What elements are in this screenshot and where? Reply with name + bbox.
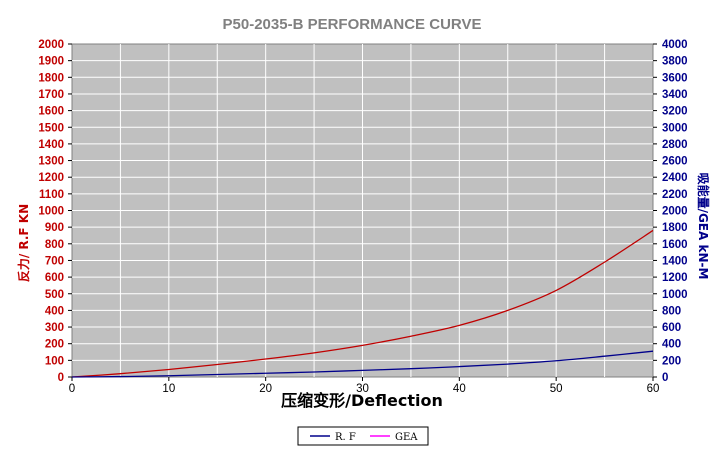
left-tick-label: 2000 xyxy=(38,39,64,51)
right-axis-label: 吸能量/GEA kN-M xyxy=(696,173,711,280)
left-tick-label: 1700 xyxy=(38,89,64,101)
left-tick-label: 700 xyxy=(45,255,64,267)
x-tick-label: 30 xyxy=(356,383,369,395)
legend-box xyxy=(297,426,429,446)
right-axis-ticks: 0 200 400 600 800 1000 1200 1400 1600 1800 2000 220… xyxy=(653,39,688,384)
left-tick-label: 1200 xyxy=(38,172,64,184)
right-tick-label: 400 xyxy=(662,339,681,351)
series-line-rf xyxy=(71,229,654,378)
right-tick-label: 800 xyxy=(662,305,681,317)
right-tick-label: 1800 xyxy=(662,222,688,234)
left-tick-label: 900 xyxy=(45,222,64,234)
left-tick-label: 500 xyxy=(45,289,64,301)
right-tick-label: 3400 xyxy=(662,89,688,101)
left-tick-label: 800 xyxy=(45,239,64,251)
x-tick-label: 0 xyxy=(69,383,75,395)
right-tick-label: 2800 xyxy=(662,139,688,151)
left-tick-label: 1500 xyxy=(38,122,64,134)
left-tick-label: 0 xyxy=(58,372,64,384)
left-tick-label: 100 xyxy=(45,355,64,367)
left-tick-label: 1000 xyxy=(38,206,64,218)
left-axis-ticks: 0 100 200 300 400 500 600 700 800 900 1000 1100 1200… xyxy=(38,39,72,384)
left-tick-label: 1100 xyxy=(39,189,64,201)
right-tick-label: 1600 xyxy=(662,239,688,251)
right-tick-label: 600 xyxy=(662,322,681,334)
x-axis-ticks: 0 10 20 30 40 50 60 xyxy=(69,377,660,395)
x-axis-label: 压缩变形/Deflection xyxy=(281,391,443,410)
right-tick-label: 3600 xyxy=(662,72,688,84)
right-tick-label: 3200 xyxy=(662,106,688,118)
gridlines xyxy=(72,44,653,377)
left-tick-label: 1800 xyxy=(38,72,64,84)
left-tick-label: 1400 xyxy=(38,139,64,151)
right-tick-label: 1400 xyxy=(662,255,688,267)
legend-label-gea: GEA xyxy=(395,432,418,443)
right-tick-label: 3800 xyxy=(662,56,688,68)
right-tick-label: 1000 xyxy=(662,289,688,301)
series-line-gea xyxy=(71,350,654,378)
x-tick-label: 50 xyxy=(550,383,563,395)
right-tick-label: 1200 xyxy=(662,272,688,284)
series-lines xyxy=(71,229,654,378)
left-tick-label: 1300 xyxy=(38,156,64,168)
left-tick-label: 400 xyxy=(45,305,64,317)
left-axis-label: 反力/ R.F KN xyxy=(16,204,31,282)
x-tick-label: 10 xyxy=(162,383,175,395)
x-tick-label: 20 xyxy=(259,383,272,395)
right-tick-label: 0 xyxy=(662,372,668,384)
x-tick-label: 60 xyxy=(647,383,660,395)
right-tick-label: 2400 xyxy=(662,172,688,184)
legend: R. F GEA xyxy=(297,426,429,446)
right-tick-label: 200 xyxy=(662,355,681,367)
legend-label-rf: R. F xyxy=(335,432,356,443)
left-tick-label: 600 xyxy=(45,272,64,284)
x-tick-label: 40 xyxy=(453,383,466,395)
left-tick-label: 200 xyxy=(45,339,64,351)
right-tick-label: 3000 xyxy=(662,122,688,134)
right-tick-label: 2600 xyxy=(662,156,688,168)
right-tick-label: 4000 xyxy=(662,39,688,51)
right-tick-label: 2000 xyxy=(662,206,688,218)
left-tick-label: 300 xyxy=(45,322,64,334)
right-tick-label: 2200 xyxy=(662,189,688,201)
left-tick-label: 1900 xyxy=(38,56,64,68)
left-tick-label: 1600 xyxy=(38,106,64,118)
chart-title: P50-2035-B PERFORMANCE CURVE xyxy=(223,16,482,33)
